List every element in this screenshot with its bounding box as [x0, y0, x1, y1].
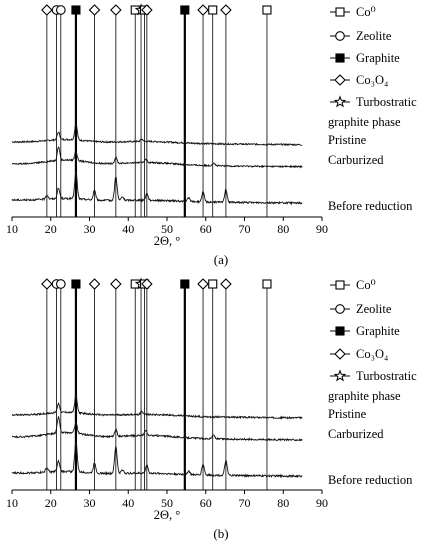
series-line — [12, 416, 303, 442]
legend-label: Zeolite — [356, 29, 392, 43]
series-line — [11, 393, 303, 420]
legend: Co⁰ Zeolite Graphite Co₃O₄ Turbostratic graph… — [328, 5, 417, 129]
x-tick-label: 70 — [239, 496, 251, 510]
legend-label: Co₃O₄ — [356, 73, 388, 87]
legend-label: Zeolite — [356, 302, 392, 316]
legend-filled-square-marker — [335, 53, 345, 63]
chart-panel-a: 10 20 30 40 50 60 70 80 90 2Θ, ° Pristine Carburize… — [6, 3, 417, 267]
diamond-marker — [197, 4, 209, 16]
square-marker — [208, 5, 218, 15]
panel-label: (a) — [214, 252, 228, 267]
diamond-marker — [41, 278, 53, 290]
square-marker — [208, 279, 218, 289]
series-label: Carburized — [328, 427, 384, 441]
series-line — [11, 439, 303, 479]
legend: Co⁰ Zeolite Graphite Co₃O₄ Turbostratic graph… — [328, 278, 417, 403]
filled-square-marker — [180, 5, 190, 15]
x-tick-label: 40 — [122, 496, 134, 510]
x-tick-label: 50 — [161, 222, 173, 236]
circle-marker — [55, 5, 66, 15]
x-axis-label: 2Θ, ° — [154, 508, 181, 522]
legend-label: Co₃O₄ — [356, 347, 388, 361]
legend-filled-square-marker — [335, 326, 345, 336]
filled-square-marker — [180, 279, 190, 289]
x-tick-label: 90 — [316, 496, 328, 510]
x-tick-label: 70 — [239, 222, 251, 236]
legend-label: Graphite — [356, 324, 400, 338]
x-tick-label: 40 — [122, 222, 134, 236]
legend-label: Turbostratic — [356, 369, 417, 383]
filled-square-marker — [71, 279, 81, 289]
x-tick-label: 80 — [277, 222, 289, 236]
legend-label-continued: graphite phase — [328, 389, 401, 403]
legend-label: Turbostratic — [356, 95, 417, 109]
chart-panel-b: 10 20 30 40 50 60 70 80 90 2Θ, ° Pristine Carburize… — [6, 277, 417, 541]
legend-label-continued: graphite phase — [328, 115, 401, 129]
diamond-marker — [41, 4, 53, 16]
x-tick-label: 20 — [45, 222, 57, 236]
series-line — [11, 146, 303, 169]
series-label: Carburized — [328, 153, 384, 167]
circle-marker — [55, 279, 66, 289]
x-tick-label: 30 — [84, 496, 96, 510]
series-label: Before reduction — [328, 473, 413, 487]
diamond-marker — [141, 278, 153, 290]
legend-label: Co⁰ — [356, 278, 376, 292]
x-tick-label: 90 — [316, 222, 328, 236]
panel-label: (b) — [213, 526, 228, 541]
series-label: Pristine — [328, 133, 367, 147]
legend-label: Co⁰ — [356, 5, 376, 19]
diamond-marker — [88, 4, 101, 16]
legend-square-marker — [335, 7, 345, 17]
diamond-marker — [197, 278, 209, 290]
legend-star-marker — [333, 369, 347, 382]
diamond-marker — [141, 4, 153, 16]
legend-star-marker — [333, 95, 347, 108]
square-marker — [262, 5, 272, 15]
diamond-marker — [88, 278, 101, 290]
x-axis-label: 2Θ, ° — [154, 234, 181, 248]
diamond-marker — [220, 278, 232, 290]
legend-diamond-marker — [334, 74, 346, 86]
legend-square-marker — [335, 280, 345, 290]
x-tick-label: 60 — [200, 496, 212, 510]
x-tick-label: 10 — [6, 222, 18, 236]
series-line — [11, 122, 303, 147]
diamond-marker — [110, 4, 122, 16]
x-tick-label: 10 — [6, 496, 18, 510]
x-tick-label: 60 — [200, 222, 212, 236]
square-marker — [262, 279, 272, 289]
x-tick-label: 20 — [45, 496, 57, 510]
legend-label: Graphite — [356, 51, 400, 65]
diamond-marker — [110, 278, 122, 290]
series-label: Pristine — [328, 407, 367, 421]
series-label: Before reduction — [328, 199, 413, 213]
x-tick-label: 80 — [277, 496, 289, 510]
x-tick-label: 30 — [84, 222, 96, 236]
legend-circle-marker — [335, 304, 345, 314]
diamond-marker — [220, 4, 232, 16]
series-line — [11, 170, 303, 206]
legend-diamond-marker — [334, 348, 346, 360]
legend-circle-marker — [335, 31, 345, 41]
filled-square-marker — [71, 5, 81, 15]
x-tick-label: 50 — [161, 496, 173, 510]
